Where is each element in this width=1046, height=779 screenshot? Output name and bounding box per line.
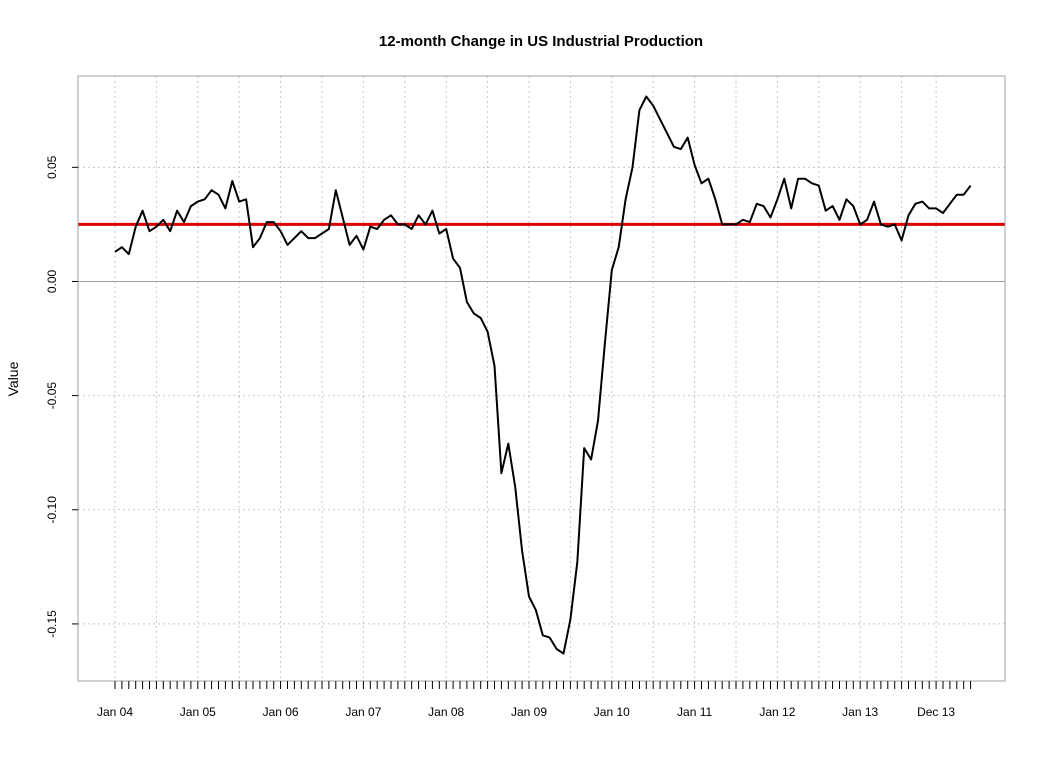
y-tick-label: 0.05 — [45, 155, 59, 179]
x-tick-label: Jan 07 — [345, 705, 381, 719]
reference-lines — [78, 222, 1005, 282]
x-tick-label: Dec 13 — [917, 705, 955, 719]
y-axis-label: Value — [5, 361, 21, 396]
plot-area-border — [77, 75, 1006, 682]
x-tick-label: Jan 11 — [677, 705, 712, 719]
chart-title: 12-month Change in US Industrial Product… — [379, 33, 703, 50]
series-line — [114, 95, 972, 655]
x-tick-label: Jan 09 — [511, 705, 547, 719]
grid — [78, 76, 1005, 681]
x-axis: Jan 04 Jan 05 Jan 06 Jan 07 Jan 08 Jan 09 Jan … — [97, 681, 972, 719]
y-axis: -0.15 -0.10 -0.05 0.00 0.05 — [45, 155, 78, 638]
y-tick-label: -0.15 — [45, 610, 59, 638]
y-tick-label: -0.05 — [45, 382, 59, 410]
x-tick-label: Jan 10 — [594, 705, 630, 719]
y-tick-label: -0.10 — [45, 496, 59, 524]
y-tick-label: 0.00 — [45, 269, 59, 293]
x-tick-label: Jan 08 — [428, 705, 464, 719]
x-tick-label: Jan 13 — [842, 705, 878, 719]
series-layer — [114, 95, 972, 655]
x-tick-label: Jan 05 — [180, 705, 216, 719]
x-tick-label: Jan 12 — [759, 705, 795, 719]
x-tick-label: Jan 04 — [97, 705, 133, 719]
x-tick-label: Jan 06 — [263, 705, 299, 719]
